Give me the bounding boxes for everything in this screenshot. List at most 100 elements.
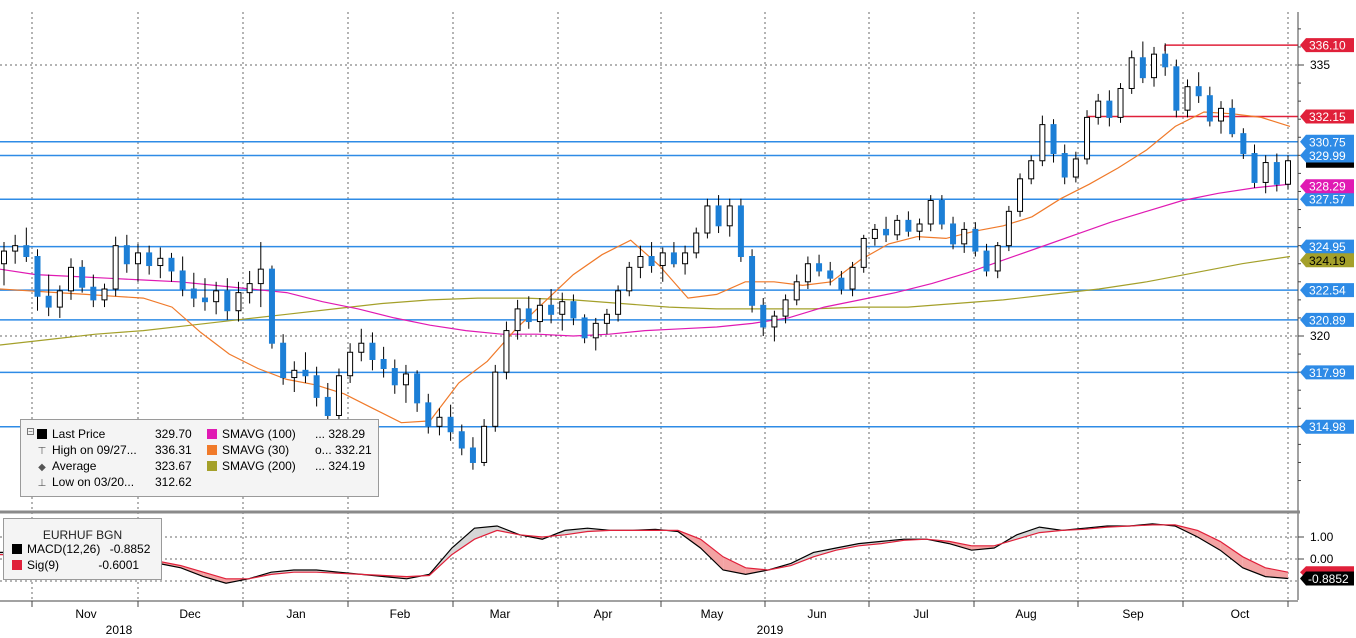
candle (1184, 79, 1191, 118)
collapse-icon[interactable]: − (27, 427, 34, 436)
resistance-tag: 332.15 (1300, 109, 1354, 124)
legend-item: ⊥ Low on 03/20... 312.62 (37, 474, 192, 490)
month-label: Apr (594, 607, 613, 621)
candle (704, 198, 711, 239)
time-axis: Nov Dec Jan Feb Mar Apr May Jun Jul Aug Sep Oct 2018… (0, 600, 1298, 637)
candle-body (659, 252, 666, 267)
candle-body (157, 257, 164, 267)
candle (950, 216, 957, 250)
candle-body (146, 252, 153, 267)
candle-body (1072, 158, 1079, 178)
legend-value: o... 332.21 (315, 443, 372, 457)
candle-body (1173, 66, 1180, 111)
candle-body (123, 245, 130, 265)
month-label: Jul (913, 607, 928, 621)
candle-body (1285, 160, 1291, 185)
level-tag-bg (1300, 192, 1354, 207)
candle (347, 343, 354, 383)
candle-body (615, 290, 622, 315)
candle (771, 310, 778, 342)
macd-fill (451, 528, 475, 555)
candle (291, 361, 298, 393)
candle-body (570, 301, 577, 319)
candle-body (1039, 124, 1046, 162)
macd-tick-label: 1.00 (1310, 530, 1334, 544)
level-tag-bg (1300, 419, 1354, 434)
candle-body (1206, 95, 1213, 122)
level-tag-bg (1300, 239, 1354, 254)
legend-value: ... 328.29 (315, 427, 366, 441)
signal-legend-row: Sig(9) -0.6001 (12, 557, 139, 573)
candle-body (916, 223, 923, 232)
candle-body (79, 266, 86, 288)
candle-body (592, 322, 599, 339)
candle (1117, 83, 1124, 123)
candle-body (581, 317, 588, 339)
macd-fill (1016, 527, 1040, 540)
candle-body (760, 304, 767, 328)
candle-body (347, 351, 354, 377)
candle-body (972, 228, 979, 252)
candle-body (749, 256, 756, 306)
candle (1285, 155, 1291, 190)
sma200-tag-bg (1300, 253, 1354, 268)
level-tag-label: 330.75 (1309, 135, 1346, 149)
candle-body (492, 371, 499, 427)
candle-body (1218, 107, 1225, 122)
resistance-tag-bg (1300, 109, 1354, 124)
candle (916, 218, 923, 241)
candle (179, 256, 186, 297)
candle (715, 195, 722, 234)
candle-body (335, 375, 342, 416)
candle-body (190, 288, 197, 299)
candle-body (715, 205, 722, 227)
candle-body (324, 396, 331, 416)
candle (760, 298, 767, 336)
candle-body (458, 431, 465, 449)
candle (615, 285, 622, 322)
candle (257, 242, 264, 308)
candle-body (994, 245, 1001, 272)
candle-body (871, 228, 878, 239)
candle (905, 211, 912, 237)
candle (1061, 144, 1068, 185)
candle (592, 317, 599, 351)
legend-value: 312.62 (155, 475, 192, 489)
candle-body (1240, 133, 1247, 155)
macd-legend-label: MACD(12,26) (27, 542, 101, 556)
candle-body (358, 342, 365, 353)
month-label: Oct (1231, 607, 1250, 621)
candle-body (23, 245, 30, 258)
candle (972, 222, 979, 257)
level-tag-bg (1300, 312, 1354, 327)
legend-item: SMAVG (100) ... 328.29 (207, 426, 365, 442)
candle-body (1151, 53, 1158, 79)
candle (670, 242, 677, 268)
price-tick-label: 320 (1310, 329, 1330, 343)
candle-body (1139, 57, 1146, 79)
resistance-tag-label: 336.10 (1309, 39, 1346, 53)
candle (425, 393, 432, 434)
candle (782, 294, 789, 324)
macd-tag-label: -0.8852 (1308, 572, 1349, 586)
candle (983, 243, 990, 277)
candle (871, 223, 878, 246)
candle-body (1251, 153, 1258, 183)
candle (1084, 110, 1091, 165)
candle-body (883, 228, 890, 236)
candle-body (849, 266, 856, 290)
candle-body (559, 301, 566, 315)
sma200-tag-label: 324.19 (1309, 254, 1346, 268)
level-tag: 317.99 (1300, 365, 1354, 380)
candle-body (268, 268, 275, 344)
candle-body (1229, 107, 1236, 135)
candle-body (90, 286, 97, 301)
candle (67, 258, 74, 300)
candle (1128, 50, 1135, 94)
month-label: Dec (179, 607, 200, 621)
candle (603, 308, 610, 335)
candle (548, 289, 555, 324)
legend-item: Last Price 329.70 (37, 426, 192, 442)
candle-body (726, 205, 733, 227)
candle (469, 437, 476, 470)
